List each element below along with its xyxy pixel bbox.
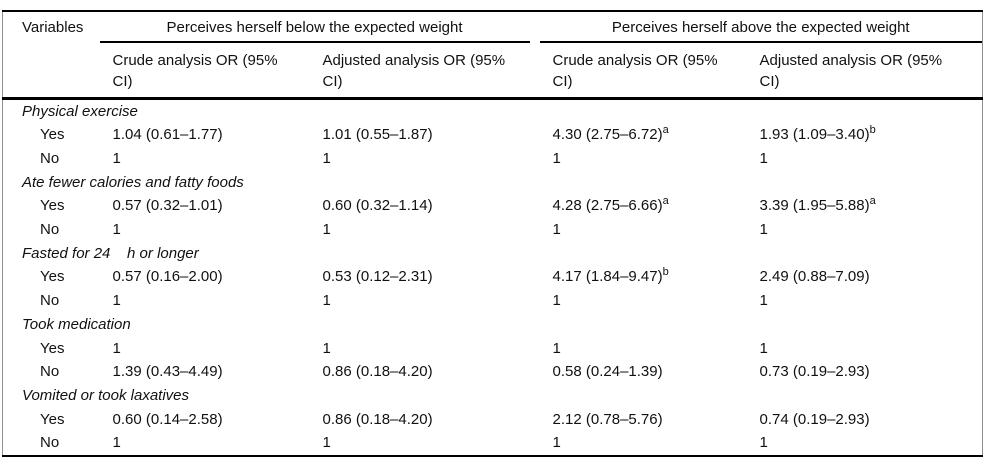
or-value-cell: 1 xyxy=(759,339,768,357)
row-label: Yes xyxy=(40,126,65,144)
or-value-cell: 1 xyxy=(759,149,768,167)
group-label: Physical exercise xyxy=(22,102,138,120)
or-value-cell: 1 xyxy=(322,149,331,167)
or-value-cell: 0.60 (0.32–1.14) xyxy=(322,197,433,215)
group-row: Fasted for 24 h or longer xyxy=(3,242,983,266)
row-label: No xyxy=(40,149,60,167)
sub-header-adjusted-above: Adjusted analysis OR (95% CI) xyxy=(746,43,983,100)
group-label: Fasted for 24 h or longer xyxy=(22,244,199,262)
or-value-cell: 0.86 (0.18–4.20) xyxy=(322,363,433,381)
group-label: Took medication xyxy=(22,315,131,333)
or-value-cell: 0.86 (0.18–4.20) xyxy=(322,410,433,428)
sub-header-crude-above: Crude analysis OR (95% CI) xyxy=(539,43,747,100)
or-value-cell: 4.28 (2.75–6.66)a xyxy=(552,195,669,215)
table-row: No 1.39 (0.43–4.49) 0.86 (0.18–4.20) 0.5… xyxy=(3,360,983,384)
or-value-cell: 1 xyxy=(322,339,331,357)
or-value-cell: 2.49 (0.88–7.09) xyxy=(759,268,870,286)
or-value-cell: 1 xyxy=(112,292,121,310)
or-value-cell: 0.60 (0.14–2.58) xyxy=(112,410,223,428)
or-value-cell: 0.57 (0.32–1.01) xyxy=(112,197,223,215)
group-row: Vomited or took laxatives xyxy=(3,384,983,408)
group-row: Took medication xyxy=(3,313,983,337)
or-value-cell: 1 xyxy=(552,221,561,239)
sub-header-adjusted-below: Adjusted analysis OR (95% CI) xyxy=(309,43,540,100)
table-row: Yes 1 1 1 1 xyxy=(3,337,983,361)
column-group-row: Variables Perceives herself below the ex… xyxy=(2,11,983,100)
table-row: Yes 1.04 (0.61–1.77) 1.01 (0.55–1.87) 4.… xyxy=(3,123,983,147)
table-row: No 1 1 1 1 xyxy=(3,289,983,313)
or-value-cell: 1.93 (1.09–3.40)b xyxy=(759,124,876,144)
or-value-cell: 1 xyxy=(759,221,768,239)
table-header: Variables Perceives herself below the ex… xyxy=(2,11,983,100)
table-row: Yes 0.57 (0.32–1.01) 0.60 (0.32–1.14) 4.… xyxy=(3,194,983,218)
or-value-cell: 1 xyxy=(759,434,768,452)
footnote-marker: a xyxy=(662,124,669,137)
or-value-cell: 0.53 (0.12–2.31) xyxy=(322,268,433,286)
or-value-cell: 4.17 (1.84–9.47)b xyxy=(552,266,669,286)
table-row: No 1 1 1 1 xyxy=(3,218,983,242)
col-group-above-expected: Perceives herself above the expected wei… xyxy=(539,11,983,43)
group-row: Ate fewer calories and fatty foods xyxy=(3,171,983,195)
row-label: No xyxy=(40,292,60,310)
row-label: No xyxy=(40,363,60,381)
or-value-cell: 1 xyxy=(322,221,331,239)
row-label: Yes xyxy=(40,268,65,286)
group-row: Physical exercise xyxy=(3,98,983,123)
table-row: Yes 0.57 (0.16–2.00) 0.53 (0.12–2.31) 4.… xyxy=(3,265,983,289)
or-value-cell: 1.39 (0.43–4.49) xyxy=(112,363,223,381)
col-group-below-expected: Perceives herself below the expected wei… xyxy=(99,11,540,43)
sub-header-row: Crude analysis OR (95% CI) Adjusted anal… xyxy=(3,43,983,100)
or-value-cell: 2.12 (0.78–5.76) xyxy=(552,410,663,428)
or-value-cell: 1 xyxy=(552,434,561,452)
footnote-marker: a xyxy=(662,195,669,208)
or-value-cell: 0.57 (0.16–2.00) xyxy=(112,268,223,286)
col-group-below-label: Perceives herself below the expected wei… xyxy=(99,12,530,43)
col-group-above-label: Perceives herself above the expected wei… xyxy=(539,12,983,43)
or-value-cell: 1 xyxy=(322,434,331,452)
or-value-cell: 1 xyxy=(759,292,768,310)
variables-header: Variables xyxy=(2,11,100,100)
footnote-marker: b xyxy=(662,266,669,279)
or-value-cell: 1 xyxy=(112,149,121,167)
or-value-cell: 4.30 (2.75–6.72)a xyxy=(552,124,669,144)
or-value-cell: 1 xyxy=(552,339,561,357)
row-label: Yes xyxy=(40,339,65,357)
group-label: Vomited or took laxatives xyxy=(22,386,190,404)
table-row: Yes 0.60 (0.14–2.58) 0.86 (0.18–4.20) 2.… xyxy=(3,408,983,432)
odds-ratio-table: Variables Perceives herself below the ex… xyxy=(2,10,984,458)
or-value-cell: 0.74 (0.19–2.93) xyxy=(759,410,870,428)
or-value-cell: 1.01 (0.55–1.87) xyxy=(322,126,433,144)
table-row: No 1 1 1 1 xyxy=(3,431,983,456)
or-value-cell: 1 xyxy=(112,339,121,357)
or-value-cell: 1 xyxy=(322,292,331,310)
or-value-cell: 1 xyxy=(112,221,121,239)
row-label: No xyxy=(40,434,60,452)
or-value-cell: 0.58 (0.24–1.39) xyxy=(552,363,663,381)
or-value-cell: 1 xyxy=(552,292,561,310)
table-body: Physical exercise Yes 1.04 (0.61–1.77) 1… xyxy=(3,98,983,456)
or-value-cell: 1.04 (0.61–1.77) xyxy=(112,126,223,144)
table-row: No 1 1 1 1 xyxy=(3,147,983,171)
row-label: No xyxy=(40,221,60,239)
or-value-cell: 3.39 (1.95–5.88)a xyxy=(759,195,876,215)
row-label: Yes xyxy=(40,410,65,428)
or-value-cell: 1 xyxy=(112,434,121,452)
row-label: Yes xyxy=(40,197,65,215)
footnote-marker: a xyxy=(869,195,876,208)
group-label: Ate fewer calories and fatty foods xyxy=(22,173,244,191)
or-value-cell: 0.73 (0.19–2.93) xyxy=(759,363,870,381)
sub-header-crude-below: Crude analysis OR (95% CI) xyxy=(99,43,310,100)
or-value-cell: 1 xyxy=(552,149,561,167)
footnote-marker: b xyxy=(869,124,876,137)
